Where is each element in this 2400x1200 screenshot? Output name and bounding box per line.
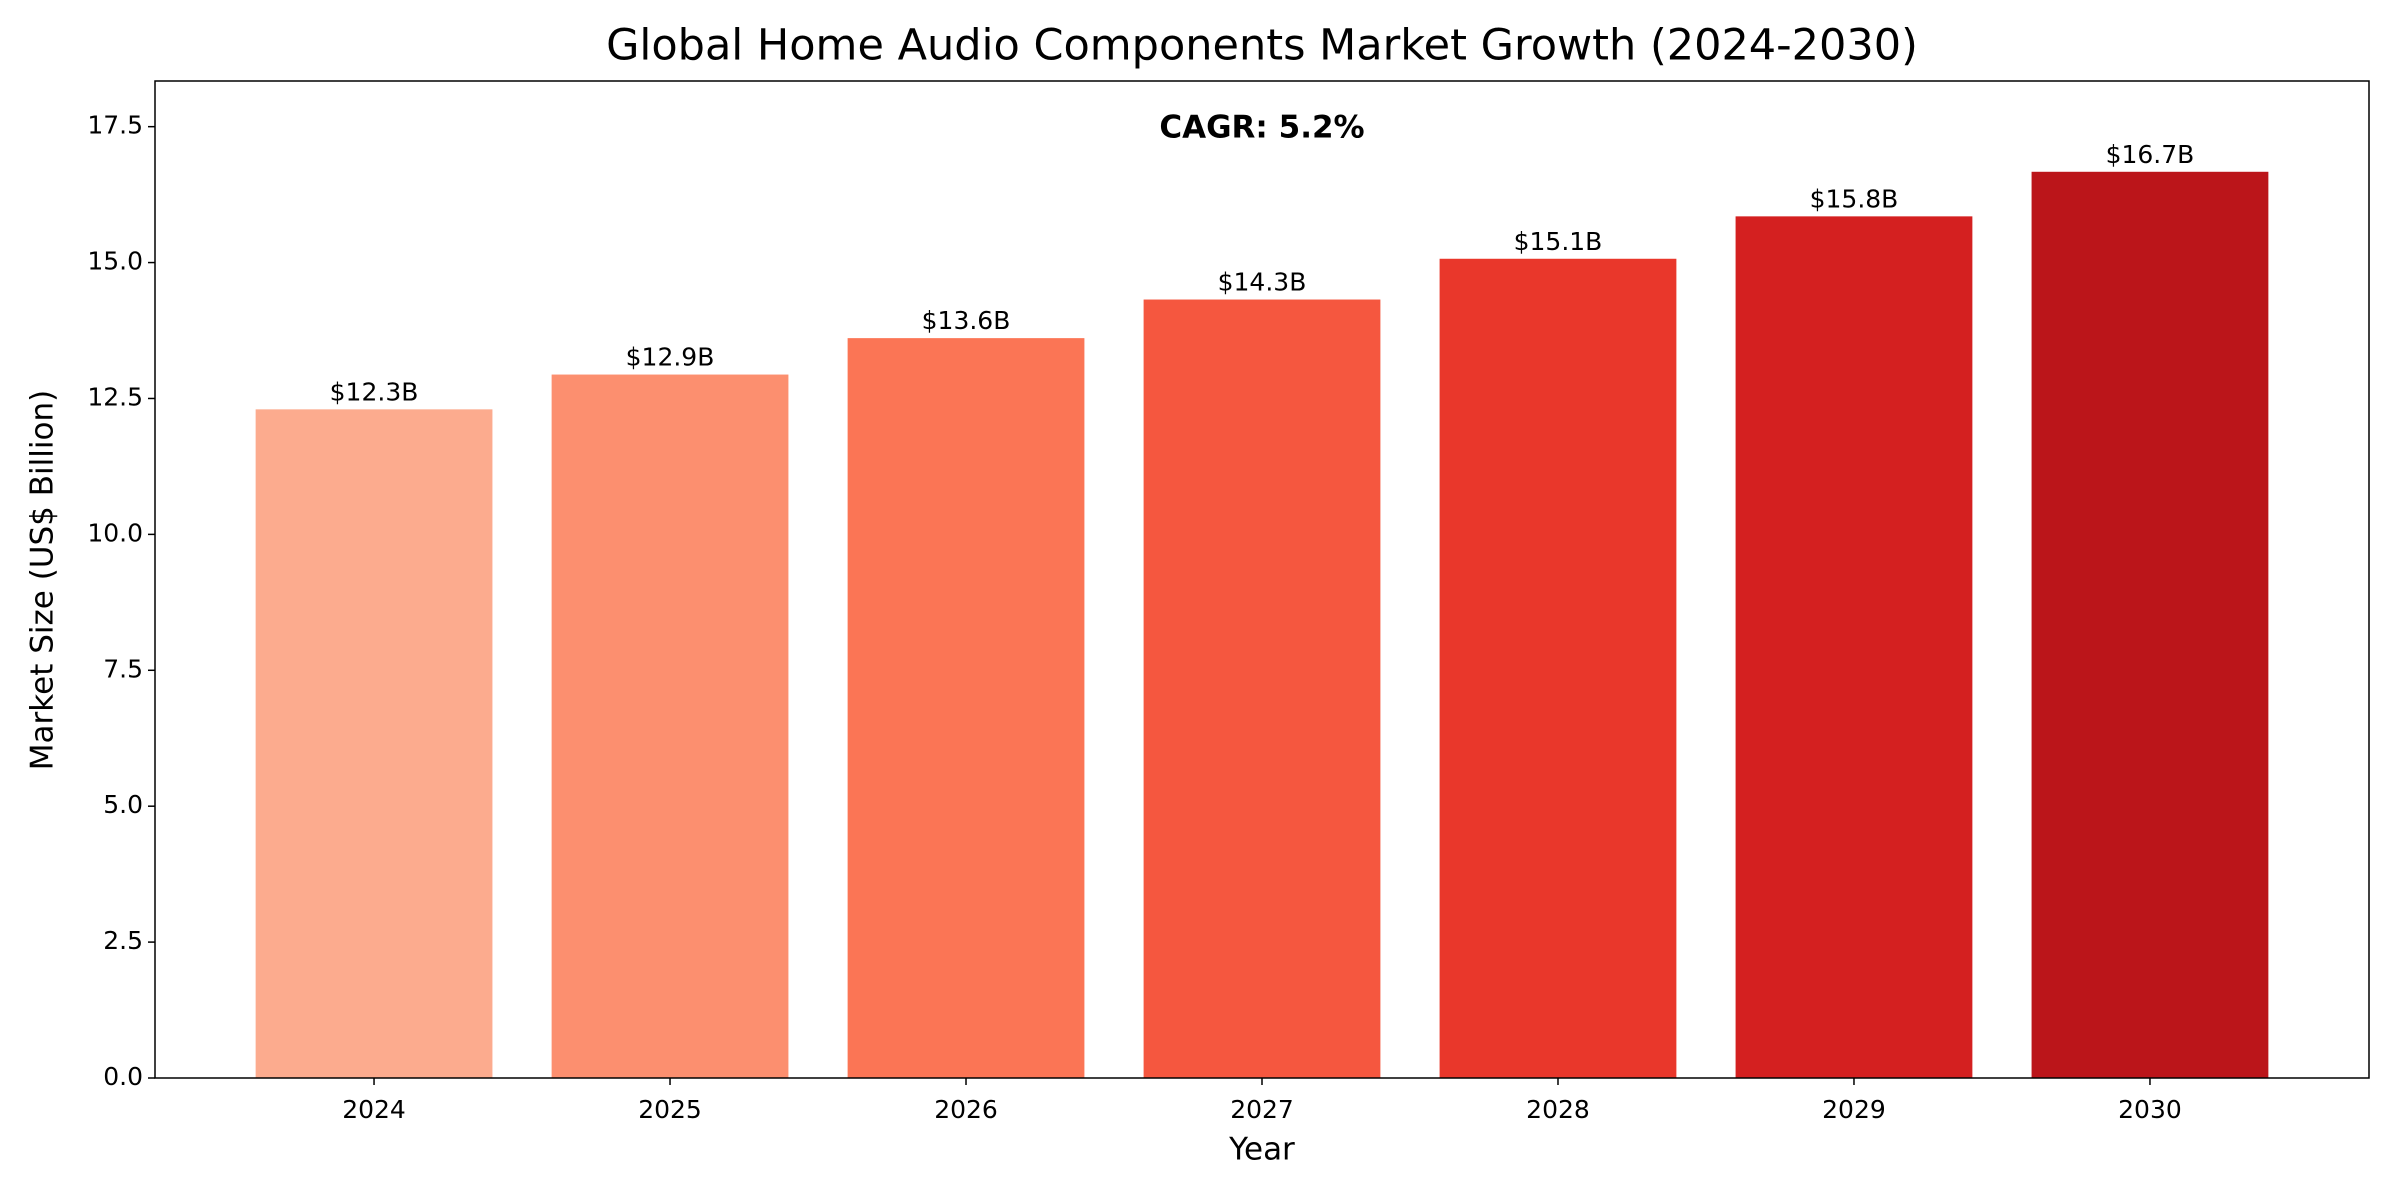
x-tick-label: 2028 xyxy=(1526,1095,1590,1124)
x-tick-label: 2024 xyxy=(342,1095,406,1124)
bar xyxy=(255,409,493,1078)
chart-title: Global Home Audio Components Market Grow… xyxy=(606,21,1918,71)
x-axis-label: Year xyxy=(1228,1132,1295,1168)
value-label: $13.6B xyxy=(922,306,1011,335)
value-label: $12.3B xyxy=(330,377,419,406)
y-tick-label: 7.5 xyxy=(103,654,143,683)
bar xyxy=(1143,299,1381,1079)
y-axis-label: Market Size (US$ Billion) xyxy=(25,390,61,770)
value-label: $12.9B xyxy=(626,343,715,372)
x-tick-label: 2030 xyxy=(2118,1095,2182,1124)
value-label: $15.1B xyxy=(1514,227,1603,256)
bar xyxy=(1735,216,1973,1078)
y-tick-label: 15.0 xyxy=(87,247,143,276)
y-tick-label: 2.5 xyxy=(103,926,143,955)
value-label: $14.3B xyxy=(1218,268,1307,297)
y-tick-label: 12.5 xyxy=(87,382,143,411)
x-tick-label: 2025 xyxy=(638,1095,702,1124)
value-label: $16.7B xyxy=(2106,140,2195,169)
plot-frame xyxy=(154,80,2370,1079)
x-tick-label: 2029 xyxy=(1822,1095,1886,1124)
bar xyxy=(1439,258,1677,1078)
bar xyxy=(847,338,1085,1078)
y-tick-label: 17.5 xyxy=(87,111,143,140)
y-tick-label: 10.0 xyxy=(87,518,143,547)
x-tick-label: 2026 xyxy=(934,1095,998,1124)
y-tick-label: 5.0 xyxy=(103,790,143,819)
bar xyxy=(2031,171,2269,1079)
annotation: CAGR: 5.2% xyxy=(1159,110,1364,146)
x-tick-label: 2027 xyxy=(1230,1095,1294,1124)
value-label: $15.8B xyxy=(1810,184,1899,213)
bar xyxy=(551,374,789,1079)
y-tick-label: 0.0 xyxy=(103,1062,143,1091)
